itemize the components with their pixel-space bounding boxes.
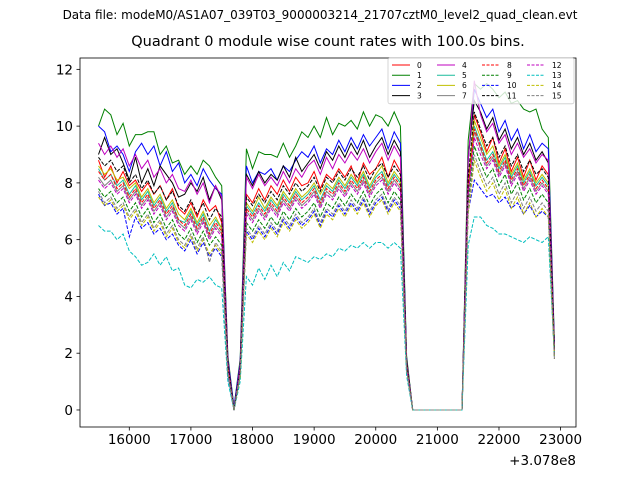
series-line-7 bbox=[98, 131, 555, 411]
series-line-2 bbox=[98, 88, 555, 411]
y-tick-label-2: 2 bbox=[64, 346, 73, 362]
series-line-3 bbox=[98, 98, 555, 411]
series-line-15 bbox=[98, 154, 555, 411]
x-tick-label-22000: 22000 bbox=[478, 432, 521, 448]
series-line-8 bbox=[98, 128, 555, 411]
series-line-9 bbox=[98, 145, 555, 411]
x-tick-label-17000: 17000 bbox=[169, 432, 212, 448]
y-tick-label-6: 6 bbox=[64, 233, 73, 249]
series-line-12 bbox=[98, 137, 555, 411]
legend-box bbox=[387, 57, 575, 105]
series-line-14 bbox=[98, 160, 555, 411]
chart-title: Quadrant 0 module wise count rates with … bbox=[131, 34, 525, 50]
x-tick-label-23000: 23000 bbox=[539, 432, 582, 448]
legend-label-4: 4 bbox=[462, 61, 467, 70]
series-line-6 bbox=[98, 120, 555, 411]
series-line-4 bbox=[98, 80, 555, 411]
legend-label-0: 0 bbox=[417, 61, 422, 70]
legend-label-10: 10 bbox=[507, 81, 517, 90]
legend-label-15: 15 bbox=[552, 91, 562, 100]
x-tick-label-19000: 19000 bbox=[293, 432, 336, 448]
x-tick-label-18000: 18000 bbox=[231, 432, 274, 448]
legend-label-13: 13 bbox=[552, 71, 562, 80]
legend-label-1: 1 bbox=[417, 71, 422, 80]
x-tick-label-21000: 21000 bbox=[416, 432, 459, 448]
legend-label-14: 14 bbox=[552, 81, 562, 90]
y-tick-label-4: 4 bbox=[64, 289, 73, 305]
x-offset-label: +3.078e8 bbox=[509, 453, 576, 469]
x-tick-label-20000: 20000 bbox=[354, 432, 397, 448]
series-line-13 bbox=[98, 216, 555, 411]
y-tick-label-10: 10 bbox=[56, 119, 73, 135]
y-tick-label-0: 0 bbox=[64, 403, 73, 419]
x-tick-label-16000: 16000 bbox=[108, 432, 151, 448]
legend-label-12: 12 bbox=[552, 61, 562, 70]
legend-label-6: 6 bbox=[462, 81, 467, 90]
legend-label-9: 9 bbox=[507, 71, 512, 80]
figure-suptitle: Data file: modeM0/AS1A07_039T03_90000032… bbox=[62, 8, 578, 22]
series-line-11 bbox=[98, 111, 555, 411]
legend-label-2: 2 bbox=[417, 81, 422, 90]
legend-label-5: 5 bbox=[462, 71, 467, 80]
series-line-5 bbox=[98, 125, 555, 411]
y-tick-label-12: 12 bbox=[56, 62, 73, 78]
y-tick-label-8: 8 bbox=[64, 176, 73, 192]
series-line-1 bbox=[98, 82, 555, 411]
legend-label-8: 8 bbox=[507, 61, 512, 70]
legend-label-3: 3 bbox=[417, 91, 422, 100]
plot-frame bbox=[79, 57, 577, 428]
legend-label-11: 11 bbox=[507, 91, 517, 100]
legend-label-7: 7 bbox=[462, 91, 467, 100]
series-line-10 bbox=[98, 178, 555, 411]
